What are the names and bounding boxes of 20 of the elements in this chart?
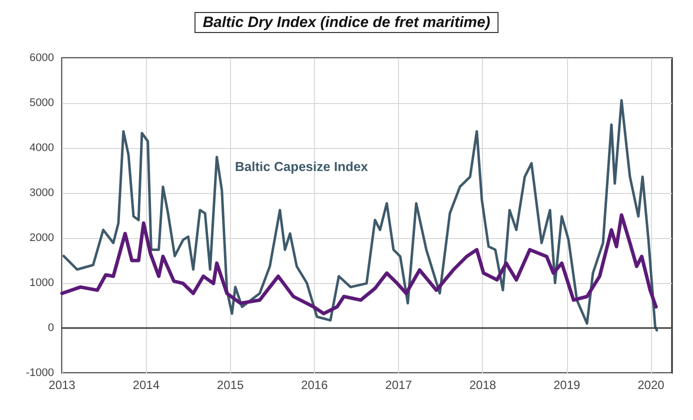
x-tick-label: 2018 — [469, 378, 496, 392]
y-tick-label: 6000 — [30, 52, 54, 64]
x-tick-label: 2015 — [216, 378, 244, 392]
y-tick-label: 3000 — [30, 187, 54, 199]
line-series — [62, 99, 658, 332]
y-tick-label: 5000 — [30, 97, 54, 109]
x-tick-label: 2016 — [301, 378, 328, 392]
x-tick-label: 2014 — [132, 378, 160, 392]
x-tick-label: 2020 — [638, 378, 665, 392]
y-tick-label: 1000 — [30, 277, 54, 289]
chart-title: Baltic Dry Index (indice de fret maritime) — [202, 14, 490, 31]
series-label: Baltic Capesize Index — [235, 159, 369, 174]
y-tick-label: 4000 — [30, 142, 54, 154]
x-tick-label: 2013 — [48, 378, 76, 392]
y-tick-label: 2000 — [30, 232, 54, 244]
x-tick-label: 2017 — [385, 378, 412, 392]
y-tick-label: 0 — [48, 322, 54, 334]
line-series — [60, 213, 658, 316]
y-tick-label: -1000 — [26, 367, 54, 379]
x-tick-label: 2019 — [553, 378, 580, 392]
